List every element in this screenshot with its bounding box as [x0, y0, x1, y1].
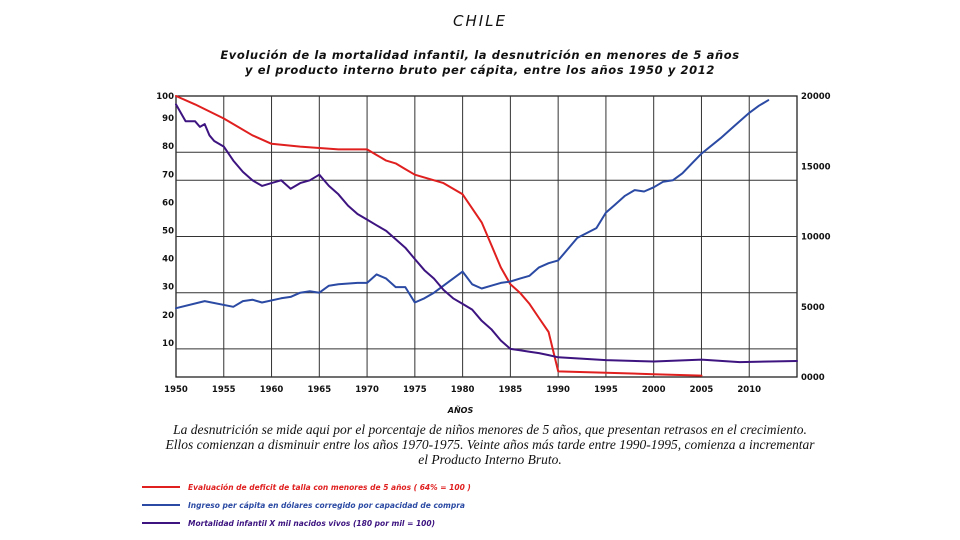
x-tick-label: 1985 — [499, 385, 523, 395]
y-left-tick-label: 100 — [156, 92, 174, 102]
x-tick-label: 1975 — [403, 385, 427, 395]
series-line-mortality — [175, 103, 798, 364]
x-tick-label: 2010 — [737, 385, 761, 395]
x-tick-label: 1965 — [307, 385, 331, 395]
y-left-tick-label: 80 — [162, 142, 174, 152]
y-left-tick-label: 30 — [162, 283, 174, 293]
y-right-tick-label: 0000 — [801, 373, 825, 383]
x-tick-label: 1955 — [212, 385, 236, 395]
x-tick-label: 1970 — [355, 385, 379, 395]
legend-label-income: Ingreso per cápita en dólares corregido … — [188, 500, 465, 510]
x-tick-label: 1960 — [260, 385, 284, 395]
y-left-tick-label: 60 — [162, 198, 174, 208]
chart-title: Evolución de la mortalidad infantil, la … — [0, 48, 960, 78]
series-line-stunting — [175, 95, 703, 377]
legend-item-income: Ingreso per cápita en dólares corregido … — [142, 496, 471, 514]
country-title: CHILE — [452, 12, 507, 30]
y-left-tick-label: 90 — [162, 114, 174, 124]
x-axis-label: AÑOS — [447, 405, 474, 415]
x-tick-label: 1950 — [164, 385, 188, 395]
chart-caption: La desnutrición se mide aqui por el porc… — [165, 422, 815, 467]
legend-swatch-income — [142, 504, 180, 506]
series-line-income — [175, 99, 770, 310]
y-right-tick-label: 5000 — [801, 303, 825, 313]
legend-item-mortality: Mortalidad infantil X mil nacidos vivos … — [142, 514, 471, 532]
chart-title-line-2: y el producto interno bruto per cápita, … — [245, 63, 715, 77]
y-left-tick-label: 50 — [162, 227, 174, 237]
x-tick-label: 2000 — [642, 385, 666, 395]
y-left-tick-label: 70 — [162, 170, 174, 180]
y-left-tick-label: 20 — [162, 311, 174, 321]
y-right-tick-label: 15000 — [801, 162, 831, 172]
y-right-tick-label: 20000 — [801, 92, 831, 102]
x-tick-label: 2005 — [690, 385, 714, 395]
legend-swatch-stunting — [142, 486, 180, 488]
x-tick-label: 1980 — [451, 385, 475, 395]
x-tick-label: 1995 — [594, 385, 618, 395]
y-left-tick-label: 40 — [162, 255, 174, 265]
chart-title-line-1: Evolución de la mortalidad infantil, la … — [220, 48, 740, 62]
chart-legend: Evaluación de deficit de talla con menor… — [142, 478, 471, 532]
y-right-tick-label: 10000 — [801, 233, 831, 243]
legend-swatch-mortality — [142, 522, 180, 524]
line-chart: 1950 1955 1960 1965 1970 1975 1980 1985 1990 1995… — [156, 92, 831, 415]
y-left-tick-label: 10 — [162, 339, 174, 349]
legend-item-stunting: Evaluación de deficit de talla con menor… — [142, 478, 471, 496]
x-tick-label: 1990 — [546, 385, 570, 395]
legend-label-stunting: Evaluación de deficit de talla con menor… — [188, 482, 471, 492]
legend-label-mortality: Mortalidad infantil X mil nacidos vivos … — [188, 518, 436, 528]
